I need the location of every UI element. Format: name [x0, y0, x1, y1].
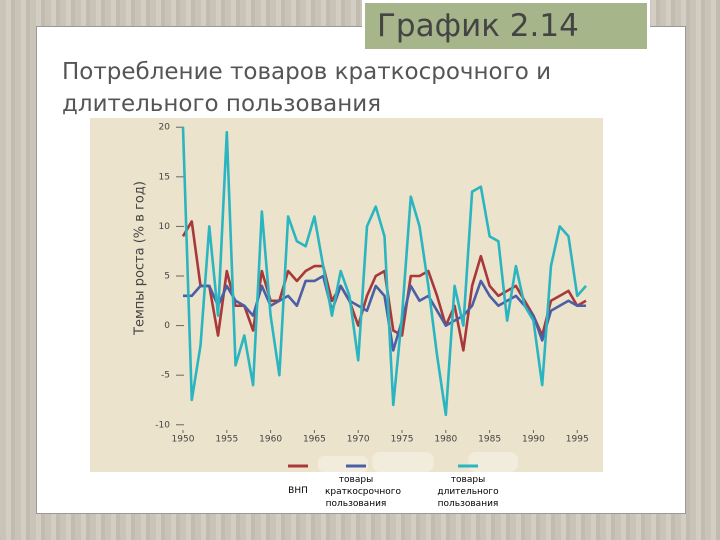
- x-tick-label: 1955: [215, 435, 238, 445]
- y-tick-label: -10: [155, 420, 170, 430]
- legend-patch: [372, 452, 434, 472]
- legend-patch: [468, 452, 518, 472]
- x-tick-label: 1970: [347, 435, 370, 445]
- x-tick-label: 1975: [391, 435, 414, 445]
- y-tick-label: 15: [159, 172, 170, 182]
- y-axis-label: Темпы роста (% в год): [133, 181, 148, 336]
- x-tick-label: 1985: [478, 435, 501, 445]
- legend-patch: [318, 456, 368, 472]
- legend-label: ВНП: [288, 486, 308, 496]
- series-line: [183, 274, 586, 352]
- x-tick-label: 1965: [303, 435, 326, 445]
- legend-label: товары длительного пользования: [437, 475, 499, 509]
- slide-title: Потребление товаров краткосрочного и дли…: [62, 59, 552, 117]
- y-tick-label: 5: [164, 272, 170, 282]
- slide-label: График 2.14: [362, 0, 650, 52]
- y-tick-label: 20: [159, 123, 171, 133]
- x-tick-label: 1990: [522, 435, 545, 445]
- series-line: [181, 127, 587, 417]
- x-tick-label: 1950: [172, 435, 195, 445]
- y-tick-label: 10: [159, 222, 171, 232]
- x-tick-label: 1980: [434, 435, 457, 445]
- y-tick-label: -5: [161, 371, 170, 381]
- x-tick-label: 1995: [566, 435, 589, 445]
- series-line: [181, 220, 587, 352]
- legend-label: товары краткосрочного пользования: [325, 475, 401, 509]
- x-tick-label: 1960: [259, 435, 282, 445]
- y-tick-label: 0: [164, 321, 170, 331]
